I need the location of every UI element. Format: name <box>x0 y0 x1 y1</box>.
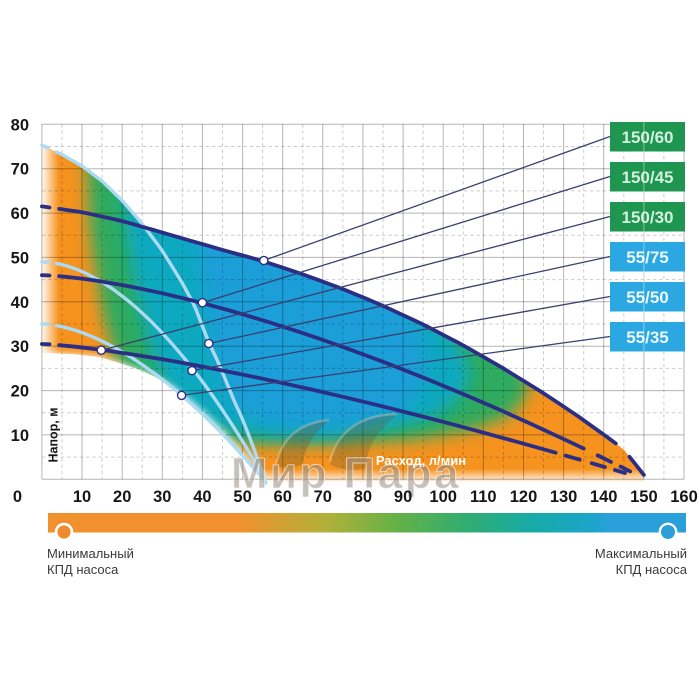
svg-text:70: 70 <box>314 488 332 506</box>
svg-text:30: 30 <box>153 488 171 506</box>
svg-text:55/75: 55/75 <box>626 248 669 267</box>
svg-text:50: 50 <box>233 488 251 506</box>
svg-text:55/35: 55/35 <box>626 328 669 347</box>
svg-text:50: 50 <box>11 249 29 267</box>
svg-text:120: 120 <box>510 488 538 506</box>
svg-text:40: 40 <box>193 488 211 506</box>
svg-text:Мир Пара: Мир Пара <box>231 449 461 498</box>
svg-text:20: 20 <box>113 488 131 506</box>
svg-text:40: 40 <box>11 294 29 312</box>
svg-text:160: 160 <box>670 488 698 506</box>
svg-text:80: 80 <box>354 488 372 506</box>
svg-text:100: 100 <box>429 488 457 506</box>
svg-text:140: 140 <box>590 488 618 506</box>
svg-text:Максимальный: Максимальный <box>595 546 687 561</box>
svg-text:110: 110 <box>470 488 497 506</box>
svg-text:90: 90 <box>394 488 412 506</box>
svg-text:Минимальный: Минимальный <box>47 546 134 561</box>
svg-text:150/60: 150/60 <box>622 128 674 147</box>
svg-text:150/45: 150/45 <box>622 168 674 187</box>
svg-text:60: 60 <box>274 488 292 506</box>
svg-text:КПД насоса: КПД насоса <box>47 562 119 577</box>
svg-text:30: 30 <box>11 338 29 356</box>
svg-text:0: 0 <box>13 488 22 506</box>
svg-text:150/30: 150/30 <box>622 208 674 227</box>
svg-text:150: 150 <box>630 488 658 506</box>
svg-text:Напор, м: Напор, м <box>47 408 61 463</box>
svg-text:10: 10 <box>11 427 29 445</box>
svg-text:Расход, л/мин: Расход, л/мин <box>376 453 466 468</box>
svg-text:10: 10 <box>73 488 91 506</box>
svg-text:60: 60 <box>11 205 29 223</box>
svg-text:20: 20 <box>11 383 29 401</box>
svg-text:КПД насоса: КПД насоса <box>616 562 688 577</box>
svg-text:80: 80 <box>11 116 29 134</box>
svg-text:70: 70 <box>11 161 29 179</box>
svg-text:55/50: 55/50 <box>626 288 669 307</box>
svg-text:130: 130 <box>550 488 578 506</box>
